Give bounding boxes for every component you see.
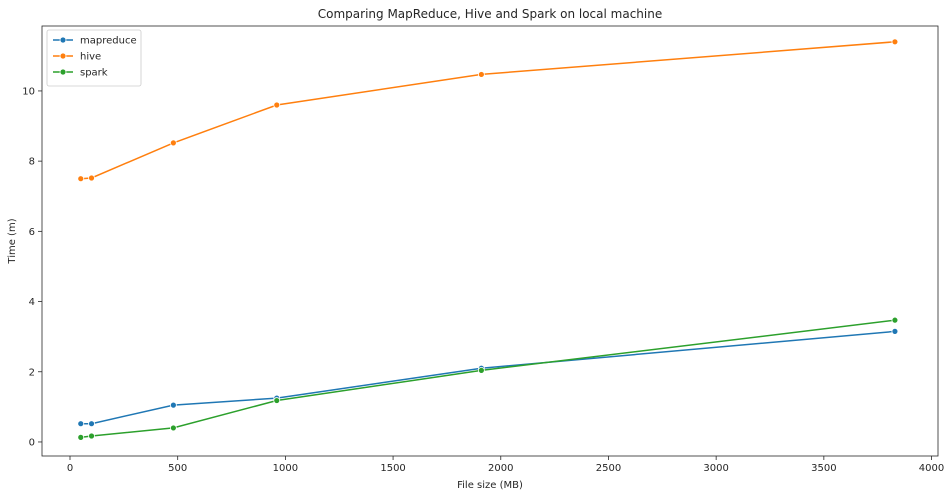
data-point-hive	[477, 71, 485, 78]
data-point-spark	[77, 433, 85, 441]
chart-title: Comparing MapReduce, Hive and Spark on l…	[318, 7, 662, 21]
legend-label-mapreduce: mapreduce	[80, 36, 137, 47]
legend-marker-mapreduce	[59, 36, 67, 44]
x-tick-label: 3000	[703, 463, 728, 474]
data-point-spark	[88, 432, 95, 440]
data-point-spark	[477, 366, 485, 374]
x-tick-label: 2500	[596, 463, 621, 474]
y-tick-label: 8	[29, 157, 35, 168]
legend-label-spark: spark	[80, 68, 108, 79]
data-point-mapreduce	[169, 401, 177, 409]
x-tick-label: 4000	[919, 463, 944, 474]
series-line-hive	[80, 41, 895, 180]
plot-frame	[41, 25, 939, 457]
data-point-mapreduce	[77, 420, 85, 428]
legend-marker-spark	[59, 68, 67, 76]
x-tick-label: 1500	[380, 463, 405, 474]
data-point-mapreduce	[88, 420, 95, 428]
data-point-spark	[273, 397, 281, 404]
y-tick-label: 0	[29, 437, 35, 448]
data-point-hive	[88, 174, 95, 182]
x-tick-label: 3500	[811, 463, 836, 474]
y-axis-label: Time (m)	[7, 218, 18, 264]
legend-label-hive: hive	[80, 52, 101, 63]
data-point-spark	[891, 316, 899, 324]
y-tick-label: 6	[29, 227, 35, 238]
y-tick-label: 2	[29, 367, 35, 378]
y-tick-label: 4	[29, 297, 35, 308]
data-point-hive	[273, 101, 281, 109]
x-tick-label: 2000	[488, 463, 513, 474]
data-point-hive	[169, 139, 177, 147]
x-tick-label: 500	[168, 463, 187, 474]
data-point-hive	[77, 175, 85, 183]
series-line-spark	[80, 319, 895, 439]
x-axis-label: File size (MB)	[457, 480, 523, 491]
y-tick-label: 10	[22, 86, 35, 97]
series-line-mapreduce	[80, 330, 895, 425]
legend-marker-hive	[59, 52, 67, 60]
data-point-hive	[891, 38, 899, 46]
x-tick-label: 0	[67, 463, 73, 474]
data-point-mapreduce	[891, 327, 899, 335]
data-point-spark	[169, 424, 177, 432]
x-tick-label: 1000	[273, 463, 298, 474]
